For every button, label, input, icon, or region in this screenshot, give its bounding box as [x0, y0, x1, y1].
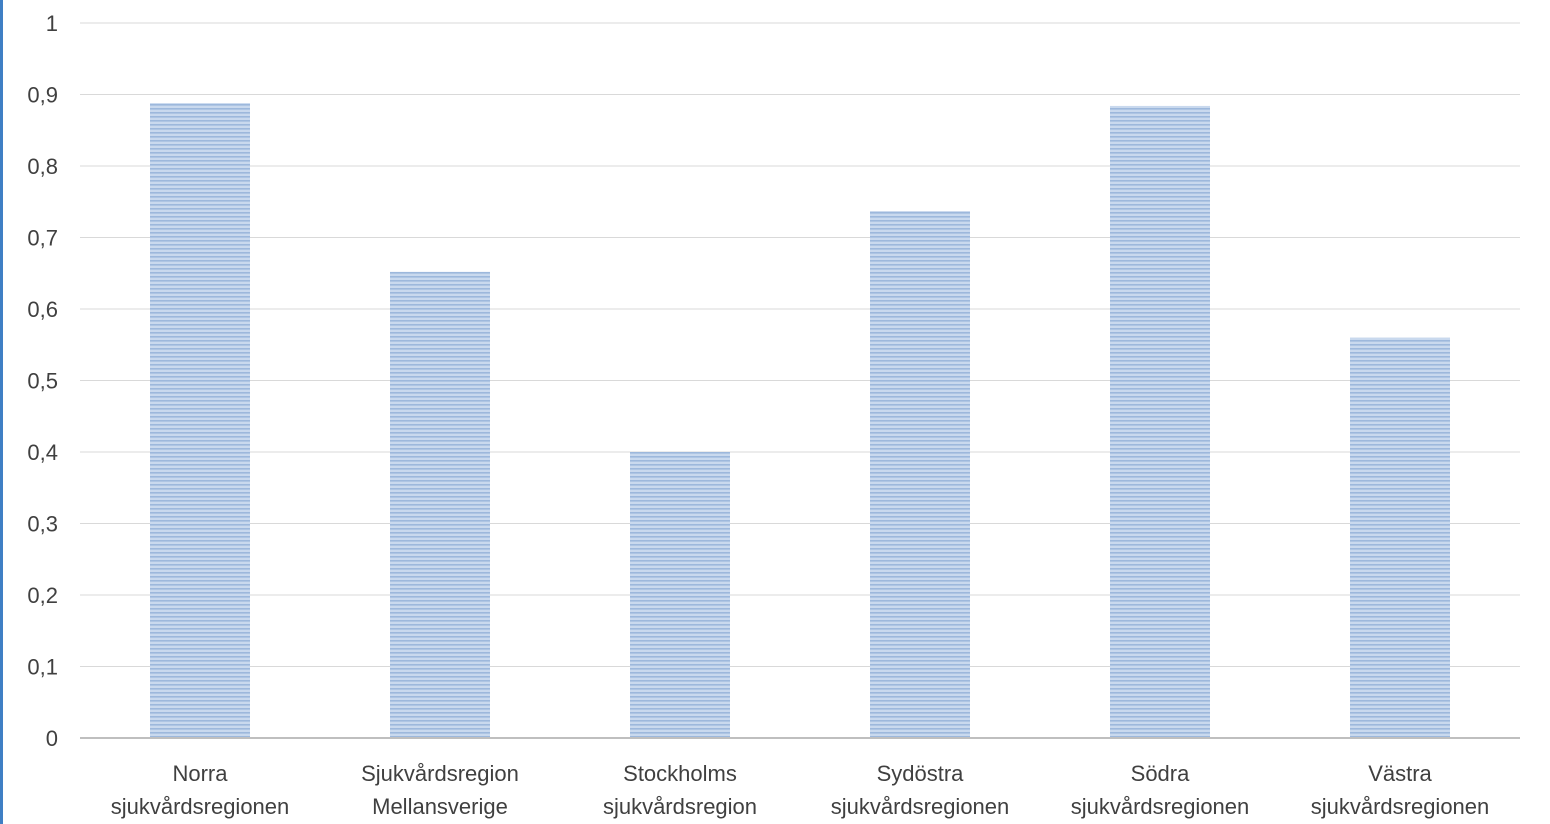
y-tick-label: 0,2	[27, 583, 58, 608]
gridlines	[80, 22, 1520, 667]
x-tick-label: Västra sjukvårdsregionen	[1311, 761, 1490, 819]
x-tick-label: Stockholms sjukvårdsregion	[603, 761, 757, 819]
x-tick-label: Södra sjukvårdsregionen	[1071, 761, 1250, 819]
bar	[390, 271, 490, 738]
bar	[630, 452, 730, 738]
y-tick-label: 0,9	[27, 83, 58, 108]
y-tick-label: 0,8	[27, 154, 58, 179]
x-tick-label: Sjukvårdsregion Mellansverige	[361, 761, 519, 819]
y-tick-label: 0,6	[27, 297, 58, 322]
y-tick-label: 0,7	[27, 226, 58, 251]
y-tick-labels: 0 0,1 0,2 0,3 0,4 0,5 0,6 0,7 0,8 0,9 1	[27, 11, 58, 751]
bar	[1350, 337, 1450, 738]
y-tick-label: 1	[46, 11, 58, 36]
bar	[150, 103, 250, 738]
x-tick-label: Sydöstra sjukvårdsregionen	[831, 761, 1010, 819]
y-tick-label: 0,3	[27, 512, 58, 537]
x-tick-label: Norra sjukvårdsregionen	[111, 761, 290, 819]
y-tick-label: 0,4	[27, 440, 58, 465]
y-tick-label: 0,1	[27, 655, 58, 680]
bars	[150, 103, 1450, 739]
y-tick-label: 0	[46, 726, 58, 751]
bar	[870, 211, 970, 739]
bar	[1110, 105, 1210, 738]
y-tick-label: 0,5	[27, 369, 58, 394]
left-edge-accent	[0, 0, 3, 824]
x-tick-labels: Norra sjukvårdsregionen Sjukvårdsregion Mel…	[111, 761, 1490, 819]
